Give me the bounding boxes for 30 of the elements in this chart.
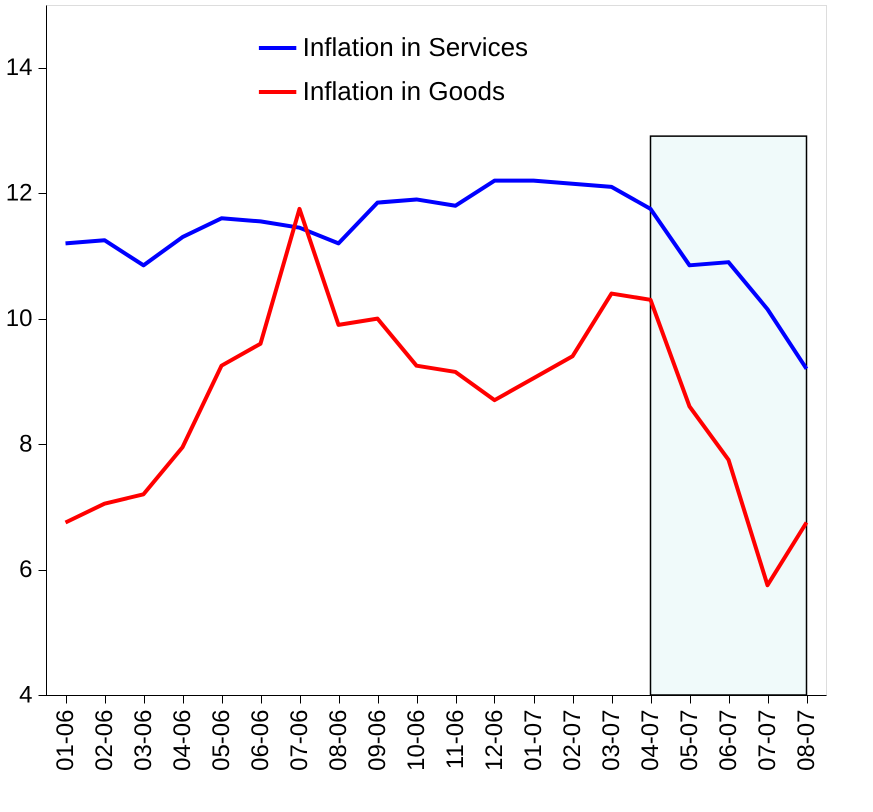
- x-tick-label: 09-06: [364, 710, 391, 771]
- legend-label: Inflation in Goods: [302, 76, 505, 106]
- x-tick-label: 01-06: [52, 710, 79, 771]
- legend-label: Inflation in Services: [302, 32, 528, 62]
- y-tick-label: 4: [19, 682, 32, 708]
- y-tick-label: 12: [6, 180, 32, 207]
- x-tick-label: 08-06: [325, 710, 352, 771]
- x-tick-label: 07-07: [754, 710, 781, 771]
- x-tick-label: 06-07: [715, 710, 742, 771]
- x-tick-label: 11-06: [442, 710, 469, 770]
- x-tick-label: 06-06: [247, 710, 274, 771]
- x-tick-label: 04-06: [169, 710, 196, 771]
- y-tick-label: 8: [19, 430, 32, 458]
- x-tick-label: 03-06: [130, 710, 157, 771]
- x-tick-label: 12-06: [481, 710, 508, 771]
- y-tick-label: 14: [6, 54, 32, 82]
- x-tick-label: 08-07: [793, 710, 820, 771]
- x-tick-label: 02-06: [91, 710, 118, 771]
- y-tick-label: 10: [6, 305, 32, 332]
- x-tick-label: 04-07: [637, 710, 664, 771]
- x-tick-label: 05-07: [676, 710, 703, 771]
- line-series: [64, 206, 808, 588]
- x-tick-label: 03-07: [598, 710, 625, 771]
- x-tick-label: 02-07: [559, 710, 586, 771]
- x-tick-label: 10-06: [403, 710, 430, 771]
- y-tick-label: 6: [19, 556, 32, 584]
- line-series: [64, 178, 808, 371]
- x-tick-label: 07-06: [286, 710, 313, 771]
- x-tick-label: 05-06: [208, 710, 235, 771]
- x-tick-label: 01-07: [520, 710, 547, 771]
